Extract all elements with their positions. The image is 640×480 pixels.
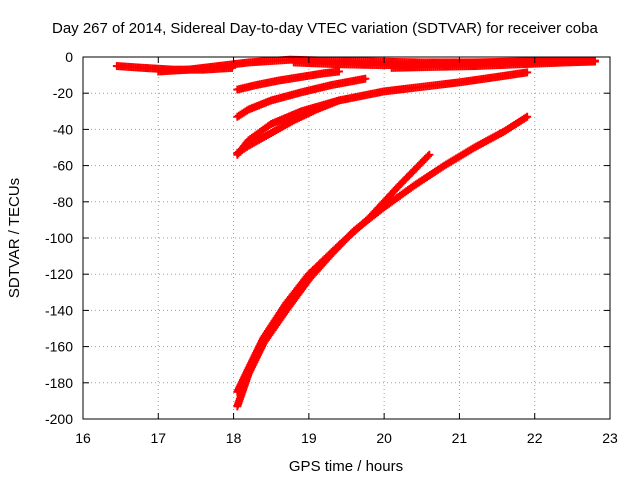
data-series [233,67,343,94]
data-point [425,150,434,159]
y-axis-label: SDTVAR / TECUs [6,178,23,298]
y-tick-label: -40 [53,121,73,137]
data-point [334,96,343,105]
data-point [521,113,530,122]
x-tick-label: 21 [452,430,468,446]
x-tick-label: 20 [376,430,392,446]
data-point [523,68,532,77]
axis-ticks: 16 17 18 19 20 21 22 23 0 -20 -40 -60 -80 -100 -120 -14… [45,49,618,446]
y-tick-label: 0 [65,49,73,65]
y-tick-label: -160 [45,339,73,355]
data-point [334,67,343,76]
x-tick-label: 17 [150,430,166,446]
data-series [233,112,532,411]
x-axis-label: GPS time / hours [289,458,403,475]
y-tick-label: -180 [45,375,73,391]
x-tick-label: 22 [527,430,543,446]
y-tick-label: -100 [45,230,73,246]
data-series [233,74,370,121]
x-tick-label: 18 [226,430,242,446]
y-tick-label: -200 [45,411,73,427]
data-point [423,152,432,161]
x-tick-label: 23 [602,430,618,446]
data-point [361,74,370,83]
y-tick-label: -80 [53,194,73,210]
data-series [233,96,343,157]
x-tick-label: 19 [301,430,317,446]
y-tick-label: -20 [53,85,73,101]
data-point [590,57,599,66]
x-tick-label: 16 [75,430,91,446]
y-tick-label: -60 [53,158,73,174]
y-tick-label: -120 [45,266,73,282]
data-points [112,55,599,411]
data-series [387,57,599,72]
data-point [523,112,532,121]
y-tick-label: -140 [45,302,73,318]
data-series [233,150,434,396]
chart-title: Day 267 of 2014, Sidereal Day-to-day VTE… [52,20,598,37]
